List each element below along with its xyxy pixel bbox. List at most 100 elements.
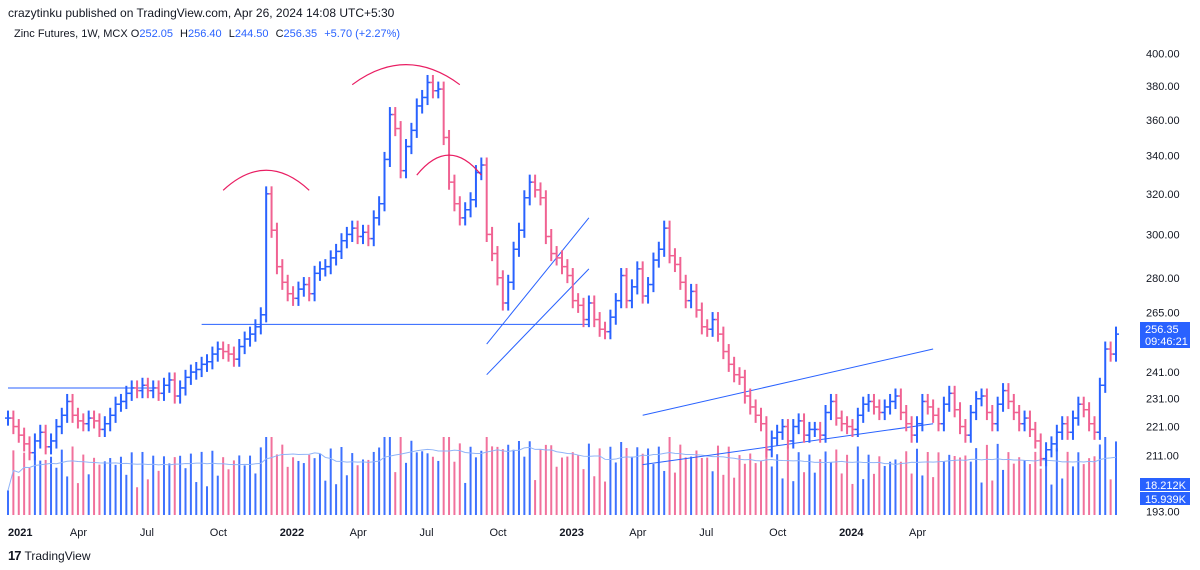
- ohlc-bar: [758, 407, 765, 432]
- ohlc-bar: [64, 393, 71, 423]
- ohlc-bar: [467, 192, 474, 218]
- ohlc-bar: [252, 319, 259, 342]
- ohlc-bar: [268, 186, 275, 238]
- ohlc-bar: [978, 388, 985, 407]
- ohlc-bar: [392, 107, 399, 137]
- time-tick-2: Jul: [140, 527, 154, 539]
- ohlc-bar: [698, 302, 705, 335]
- price-tick-6: 280.00: [1146, 273, 1180, 285]
- ohlc-bar: [123, 385, 130, 410]
- ohlc-bar: [989, 404, 996, 432]
- ohlc-bar: [397, 121, 404, 179]
- close-value: 256.35: [283, 28, 318, 40]
- price-tag-value: 256.35: [1145, 324, 1179, 336]
- ohlc-bar: [37, 424, 44, 449]
- volume-tag-2: 15.939K: [1145, 494, 1187, 506]
- ohlc-bar: [429, 74, 436, 99]
- ohlc-bar: [682, 274, 689, 309]
- ohlc-bar: [494, 246, 501, 286]
- ohlc-bar: [322, 259, 329, 277]
- ohlc-bar: [634, 261, 641, 295]
- ohlc-bar: [381, 151, 388, 212]
- ohlc-bar: [940, 396, 947, 432]
- ohlc-bar: [731, 356, 738, 383]
- open-label: O: [130, 28, 140, 40]
- ohlc-bar: [844, 416, 851, 435]
- ohlc-bar: [688, 283, 695, 309]
- ohlc-bar: [171, 372, 178, 404]
- ohlc-bar: [1059, 416, 1066, 440]
- ohlc-bar: [774, 424, 781, 446]
- high-value: 256.40: [188, 28, 222, 40]
- ohlc-bar: [408, 122, 415, 155]
- ohlc-bar: [96, 413, 103, 437]
- ohlc-bar: [435, 81, 442, 99]
- ohlc-bar: [177, 380, 184, 404]
- ohlc-bar: [811, 421, 818, 437]
- price-tick-2: 360.00: [1146, 115, 1180, 127]
- ohlc-bar: [1032, 421, 1039, 449]
- ohlc-bar: [822, 404, 829, 443]
- ohlc-bar: [279, 259, 286, 290]
- ohlc-bar: [1064, 416, 1071, 440]
- price-axis[interactable]: 400.00 380.00 360.00 340.00 320.00 300.00 280.…: [1146, 49, 1180, 519]
- time-tick-0: 2021: [8, 527, 32, 539]
- ohlc-bar: [107, 407, 114, 432]
- ohlc-bar: [155, 380, 162, 401]
- ohlc-bar: [623, 268, 630, 309]
- ohlc-bar: [967, 404, 974, 443]
- ohlc-bar: [725, 344, 732, 372]
- ohlc-bar: [182, 369, 189, 396]
- ohlc-bar: [209, 346, 216, 370]
- ohlc-bar: [451, 174, 458, 212]
- ohlc-bar: [537, 182, 544, 206]
- ohlc-bar: [403, 139, 410, 179]
- head-shoulders-arcs: [222, 64, 482, 191]
- ohlc-bar: [887, 393, 894, 415]
- low-value: 244.50: [234, 28, 269, 40]
- open-value: 252.05: [139, 28, 173, 40]
- price-tick-4: 320.00: [1146, 189, 1180, 201]
- ohlc-bar: [483, 157, 490, 242]
- ohlc-bar: [515, 222, 522, 257]
- ohlc-bar: [333, 243, 340, 266]
- price-tick-1: 380.00: [1146, 81, 1180, 93]
- ohlc-bar: [957, 402, 964, 435]
- ohlc-bar: [456, 196, 463, 226]
- ohlc-bar: [160, 377, 167, 401]
- time-axis[interactable]: 2021 Apr Jul Oct 2022 Apr Jul Oct 2023 Apr Jul Oct 2…: [8, 527, 926, 539]
- price-tick-10: 221.00: [1146, 422, 1180, 434]
- ohlc-bar: [994, 396, 1001, 432]
- ohlc-bar: [489, 226, 496, 262]
- time-tick-6: Jul: [420, 527, 434, 539]
- time-tick-3: Oct: [210, 527, 227, 539]
- ohlc-bar: [693, 283, 700, 318]
- ohlc-bar: [499, 270, 506, 311]
- ohlc-bar: [5, 410, 11, 426]
- time-tick-1: Apr: [70, 527, 87, 539]
- ohlc-bar: [870, 393, 877, 415]
- price-tick-7: 265.00: [1146, 307, 1180, 319]
- ohlc-bar: [26, 436, 33, 461]
- volume-bars: [7, 437, 1117, 515]
- ohlc-bar: [661, 220, 668, 257]
- ohlc-bar: [650, 252, 657, 293]
- head-arc: [351, 64, 461, 86]
- ohlc-bar: [1021, 410, 1028, 432]
- ohlc-bar: [413, 98, 420, 138]
- ohlc-bar: [532, 174, 539, 198]
- ohlc-bar: [424, 74, 431, 106]
- ohlc-bar: [134, 380, 141, 399]
- ohlc-bar: [951, 385, 958, 418]
- ohlc-bar: [779, 419, 786, 440]
- ohlc-bar: [306, 277, 313, 302]
- ohlc-bar: [53, 419, 60, 449]
- ohlc-bar: [1010, 393, 1017, 421]
- ohlc-bar: [924, 393, 931, 415]
- ohlc-bar: [42, 424, 49, 455]
- ohlc-bar: [505, 274, 512, 311]
- tradingview-footer[interactable]: 17 TradingView: [8, 548, 91, 563]
- ohlc-bar: [150, 380, 157, 399]
- time-tick-8: 2023: [559, 527, 583, 539]
